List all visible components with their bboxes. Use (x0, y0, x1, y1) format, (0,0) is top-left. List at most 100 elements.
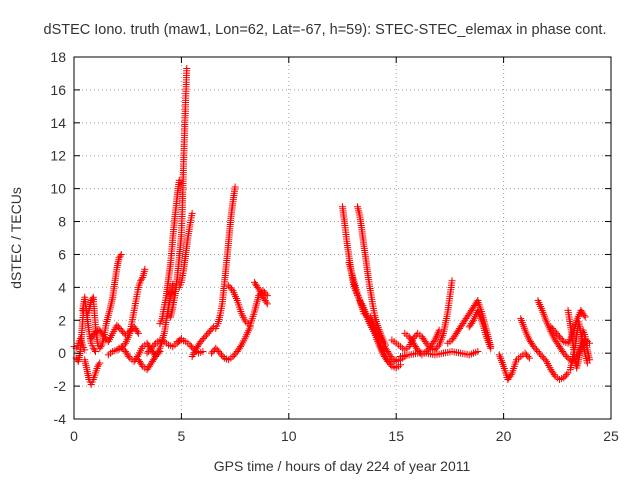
data-point (530, 343, 538, 351)
data-point (205, 328, 213, 336)
data-point (90, 346, 98, 354)
data-point (432, 344, 440, 352)
data-point (547, 323, 555, 331)
y-tick-label: 6 (58, 246, 66, 262)
data-point (117, 343, 125, 351)
data-point (487, 344, 495, 352)
data-point (215, 348, 223, 356)
data-point (175, 176, 183, 184)
data-point (197, 338, 205, 346)
data-point (146, 346, 154, 354)
data-point (558, 336, 566, 344)
data-point (207, 349, 215, 357)
data-point (102, 334, 110, 342)
data-point (474, 348, 482, 356)
x-axis-label: GPS time / hours of day 224 of year 2011 (214, 458, 471, 474)
data-point (231, 183, 239, 191)
y-tick-label: 14 (50, 115, 66, 131)
y-tick-label: 18 (50, 49, 66, 65)
data-point (434, 343, 442, 351)
data-point (204, 329, 212, 337)
data-point (533, 346, 541, 354)
data-point (125, 352, 133, 360)
data-point (580, 311, 588, 319)
data-point (254, 283, 262, 291)
chart-title: dSTEC Iono. truth (maw1, Lon=62, Lat=-67… (44, 22, 607, 38)
data-point (138, 275, 146, 283)
data-point (143, 349, 151, 357)
data-point (187, 343, 195, 351)
data-point (149, 343, 157, 351)
data-point (91, 348, 99, 356)
data-point (138, 361, 146, 369)
data-point (198, 336, 206, 344)
data-point (386, 361, 394, 369)
y-tick-label: 8 (58, 214, 66, 230)
data-point (424, 346, 432, 354)
data-point (524, 352, 532, 360)
data-point (563, 371, 571, 379)
data-point (553, 329, 561, 337)
data-point (225, 282, 233, 290)
data-point (583, 359, 591, 367)
y-tick-label: 10 (50, 181, 66, 197)
data-point (119, 328, 127, 336)
y-tick-label: 12 (50, 148, 66, 164)
data-point (151, 354, 159, 362)
data-point (219, 352, 227, 360)
data-point (538, 352, 546, 360)
data-point (521, 349, 529, 357)
data-point (236, 343, 244, 351)
data-point (554, 331, 562, 339)
axis-ticks: 0 5 10 15 20 25 -4 -2 0 2 4 6 8 10 12 14 16 18 (50, 49, 619, 444)
data-point (116, 252, 124, 260)
data-point (202, 331, 210, 339)
data-point (114, 323, 122, 331)
data-point (200, 334, 208, 342)
x-tick-label: 15 (388, 428, 404, 444)
y-tick-label: 16 (50, 82, 66, 98)
data-point (415, 348, 423, 356)
data-point (387, 352, 395, 360)
data-point (551, 328, 559, 336)
data-point (169, 280, 177, 288)
data-point (468, 318, 476, 326)
data-point (217, 351, 225, 359)
data-point (550, 371, 558, 379)
data-point (186, 341, 194, 349)
data-point (216, 349, 224, 357)
data-point (213, 346, 221, 354)
data-point (95, 361, 103, 369)
y-tick-label: 0 (58, 345, 66, 361)
data-point (507, 371, 515, 379)
data-point (97, 343, 105, 351)
data-point (535, 349, 543, 357)
data-point (229, 352, 237, 360)
y-tick-label: 2 (58, 312, 66, 328)
data-point (561, 351, 569, 359)
y-tick-label: -4 (54, 411, 67, 427)
data-point (537, 351, 545, 359)
data-point (531, 344, 539, 352)
data-points (70, 65, 594, 388)
data-point (100, 333, 108, 341)
x-tick-label: 20 (496, 428, 512, 444)
data-point (188, 209, 196, 217)
x-tick-label: 0 (70, 428, 78, 444)
data-point (561, 372, 569, 380)
data-point (226, 283, 234, 291)
data-point (96, 359, 104, 367)
x-tick-label: 25 (603, 428, 619, 444)
data-point (262, 290, 270, 298)
data-point (557, 334, 565, 342)
data-point (523, 351, 531, 359)
data-point (448, 277, 456, 285)
data-point (201, 333, 209, 341)
data-point (548, 325, 556, 332)
data-point (541, 356, 549, 364)
data-point (119, 344, 127, 352)
data-point (117, 250, 125, 258)
data-point (141, 265, 149, 273)
data-point (150, 341, 158, 349)
grid (74, 57, 611, 419)
